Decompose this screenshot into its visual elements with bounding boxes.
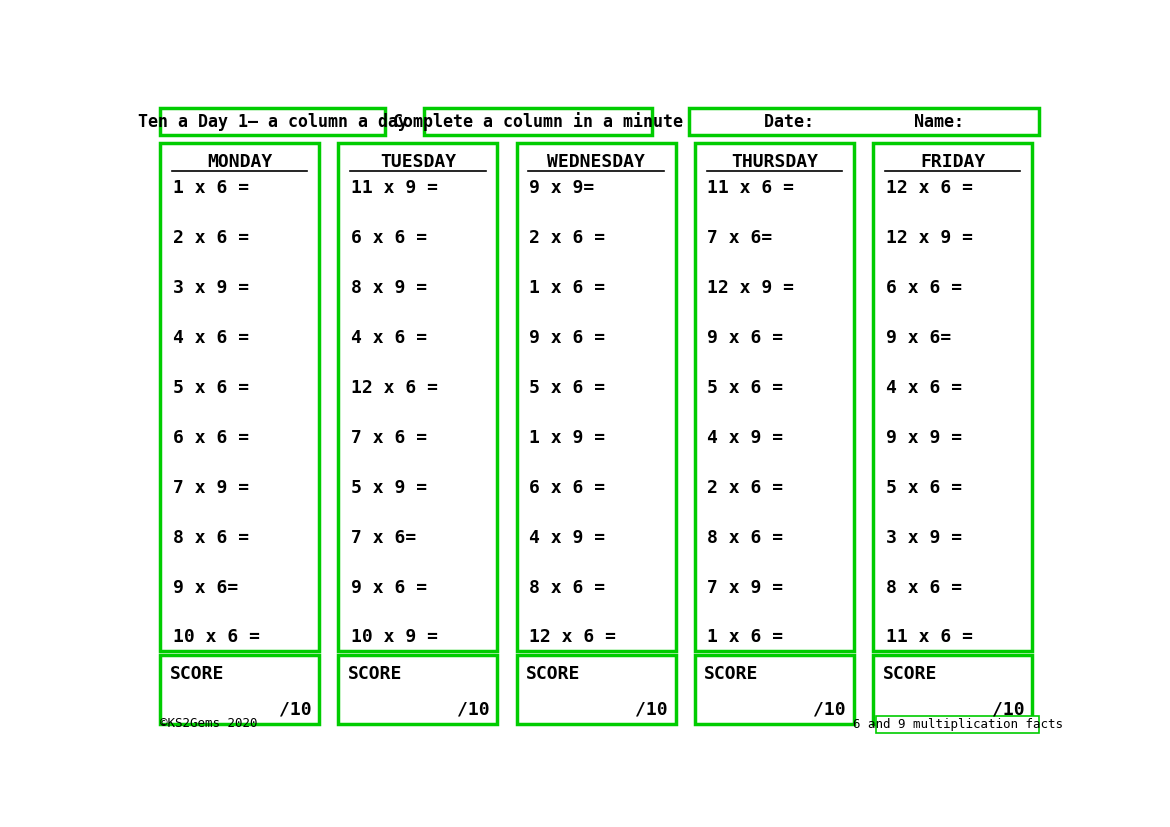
Text: Date:          Name:: Date: Name: [764, 112, 964, 131]
Text: 6 x 6 =: 6 x 6 = [173, 428, 249, 447]
Text: 5 x 6 =: 5 x 6 = [529, 379, 605, 397]
Text: 10 x 6 =: 10 x 6 = [173, 629, 260, 647]
Text: 1 x 9 =: 1 x 9 = [529, 428, 605, 447]
Text: 2 x 6 =: 2 x 6 = [529, 229, 605, 246]
FancyBboxPatch shape [873, 143, 1032, 652]
Text: 6 x 6 =: 6 x 6 = [529, 479, 605, 496]
Text: SCORE: SCORE [882, 666, 937, 683]
Text: THURSDAY: THURSDAY [731, 153, 818, 171]
Text: SCORE: SCORE [170, 666, 223, 683]
Text: 4 x 6 =: 4 x 6 = [886, 379, 962, 397]
FancyBboxPatch shape [695, 143, 854, 652]
Text: 7 x 9 =: 7 x 9 = [708, 579, 784, 596]
Text: /10: /10 [813, 700, 846, 718]
Text: 9 x 6 =: 9 x 6 = [529, 328, 605, 347]
Text: 2 x 6 =: 2 x 6 = [173, 229, 249, 246]
Text: 5 x 6 =: 5 x 6 = [886, 479, 962, 496]
Text: 6 x 6 =: 6 x 6 = [351, 229, 427, 246]
Text: 5 x 9 =: 5 x 9 = [351, 479, 427, 496]
Text: 1 x 6 =: 1 x 6 = [708, 629, 784, 647]
Text: 2 x 6 =: 2 x 6 = [708, 479, 784, 496]
Text: SCORE: SCORE [704, 666, 758, 683]
Text: SCORE: SCORE [347, 666, 402, 683]
Text: 11 x 9 =: 11 x 9 = [351, 179, 438, 197]
Text: SCORE: SCORE [526, 666, 580, 683]
Text: 4 x 9 =: 4 x 9 = [529, 528, 605, 547]
FancyBboxPatch shape [424, 108, 653, 136]
Text: 5 x 6 =: 5 x 6 = [708, 379, 784, 397]
Text: /10: /10 [457, 700, 489, 718]
Text: 11 x 6 =: 11 x 6 = [886, 629, 972, 647]
Text: 4 x 9 =: 4 x 9 = [708, 428, 784, 447]
Text: 8 x 9 =: 8 x 9 = [351, 279, 427, 297]
Text: 5 x 6 =: 5 x 6 = [173, 379, 249, 397]
Text: 4 x 6 =: 4 x 6 = [173, 328, 249, 347]
Text: 6 x 6 =: 6 x 6 = [886, 279, 962, 297]
Text: 7 x 9 =: 7 x 9 = [173, 479, 249, 496]
FancyBboxPatch shape [338, 143, 497, 652]
Text: MONDAY: MONDAY [207, 153, 273, 171]
FancyBboxPatch shape [517, 143, 675, 652]
Text: 7 x 6=: 7 x 6= [708, 229, 772, 246]
FancyBboxPatch shape [873, 655, 1032, 724]
Text: Ten a Day 1— a column a day: Ten a Day 1— a column a day [138, 112, 407, 131]
Text: 12 x 6 =: 12 x 6 = [529, 629, 617, 647]
Text: 7 x 6=: 7 x 6= [351, 528, 417, 547]
Text: 9 x 9 =: 9 x 9 = [886, 428, 962, 447]
FancyBboxPatch shape [695, 655, 854, 724]
Text: /10: /10 [278, 700, 311, 718]
Text: 10 x 9 =: 10 x 9 = [351, 629, 438, 647]
Text: 9 x 6=: 9 x 6= [886, 328, 951, 347]
Text: 12 x 9 =: 12 x 9 = [886, 229, 972, 246]
FancyBboxPatch shape [876, 716, 1039, 733]
Text: TUESDAY: TUESDAY [380, 153, 456, 171]
Text: 1 x 6 =: 1 x 6 = [173, 179, 249, 197]
Text: 7 x 6 =: 7 x 6 = [351, 428, 427, 447]
Text: 6 and 9 multiplication facts: 6 and 9 multiplication facts [853, 718, 1062, 731]
Text: 11 x 6 =: 11 x 6 = [708, 179, 794, 197]
FancyBboxPatch shape [517, 655, 675, 724]
Text: /10: /10 [635, 700, 668, 718]
Text: 12 x 6 =: 12 x 6 = [351, 379, 438, 397]
FancyBboxPatch shape [160, 655, 319, 724]
Text: 8 x 6 =: 8 x 6 = [173, 528, 249, 547]
Text: WEDNESDAY: WEDNESDAY [548, 153, 645, 171]
Text: 1 x 6 =: 1 x 6 = [529, 279, 605, 297]
FancyBboxPatch shape [338, 655, 497, 724]
Text: 12 x 6 =: 12 x 6 = [886, 179, 972, 197]
Text: 4 x 6 =: 4 x 6 = [351, 328, 427, 347]
Text: 9 x 6 =: 9 x 6 = [351, 579, 427, 596]
Text: 9 x 6 =: 9 x 6 = [708, 328, 784, 347]
Text: /10: /10 [992, 700, 1024, 718]
Text: 8 x 6 =: 8 x 6 = [708, 528, 784, 547]
Text: 9 x 6=: 9 x 6= [173, 579, 238, 596]
FancyBboxPatch shape [160, 143, 319, 652]
Text: Complete a column in a minute: Complete a column in a minute [393, 112, 682, 131]
Text: 9 x 9=: 9 x 9= [529, 179, 594, 197]
Text: 3 x 9 =: 3 x 9 = [886, 528, 962, 547]
Text: 8 x 6 =: 8 x 6 = [529, 579, 605, 596]
FancyBboxPatch shape [160, 108, 385, 136]
Text: FRIDAY: FRIDAY [920, 153, 985, 171]
Text: 8 x 6 =: 8 x 6 = [886, 579, 962, 596]
Text: ©KS2Gems 2020: ©KS2Gems 2020 [160, 717, 257, 730]
Text: 12 x 9 =: 12 x 9 = [708, 279, 794, 297]
Text: 3 x 9 =: 3 x 9 = [173, 279, 249, 297]
FancyBboxPatch shape [689, 108, 1039, 136]
